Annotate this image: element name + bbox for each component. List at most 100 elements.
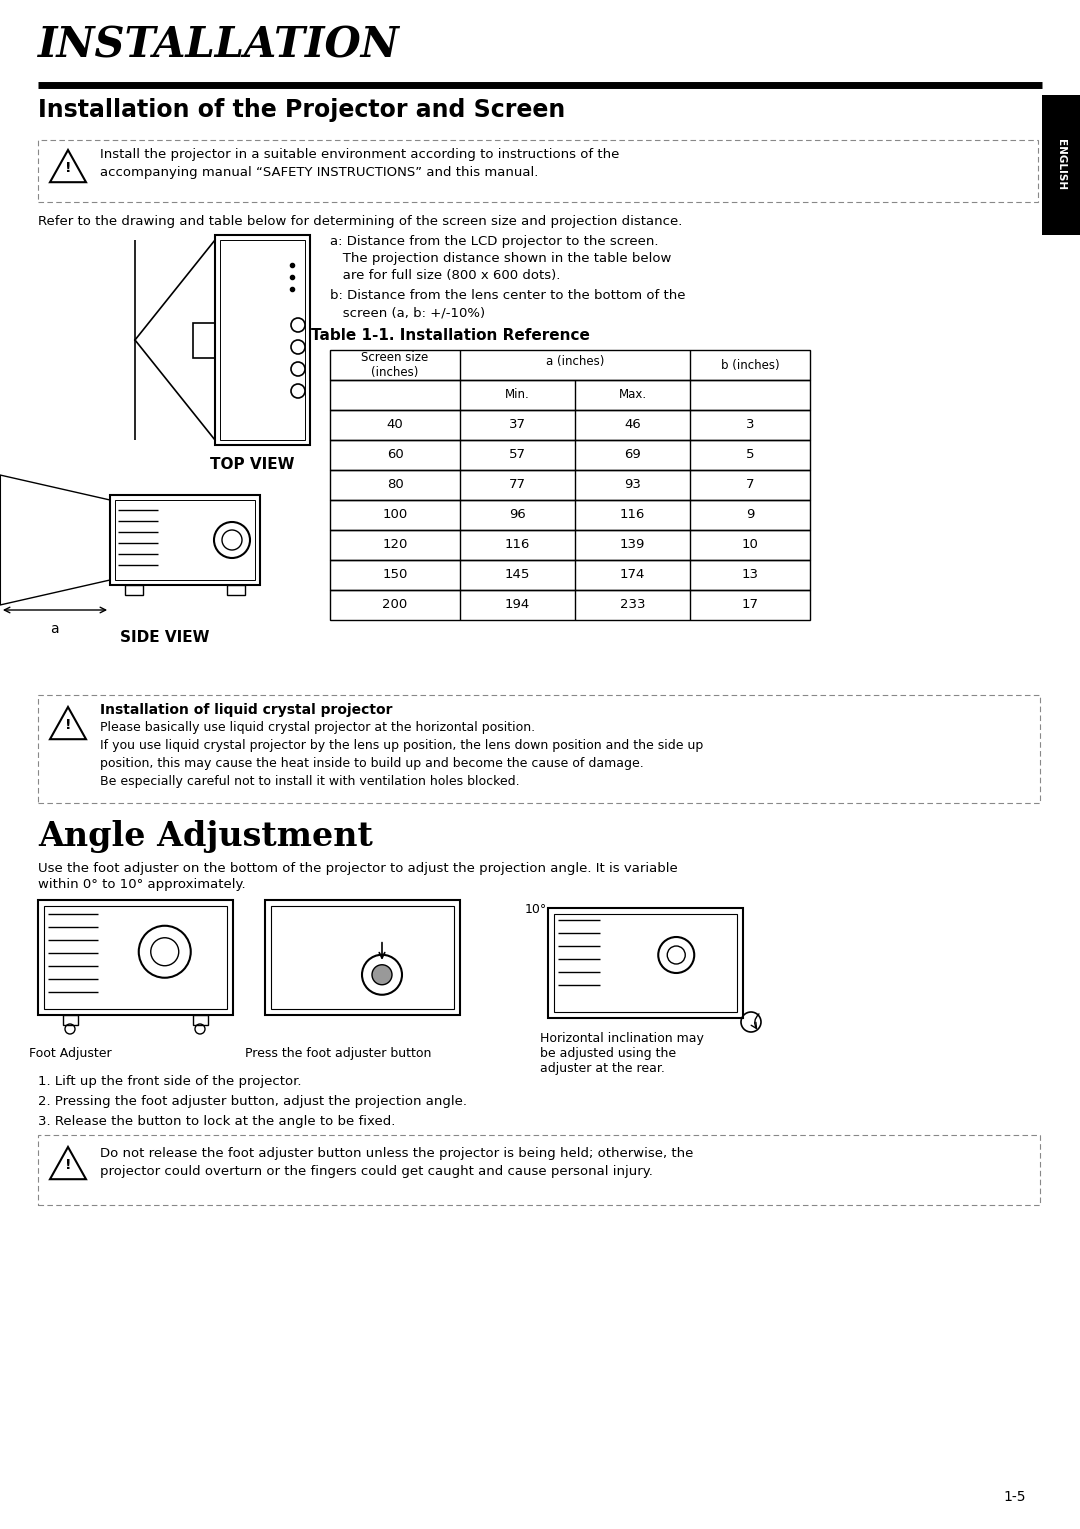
Bar <box>63 1015 78 1024</box>
Text: INSTALLATION: INSTALLATION <box>38 24 400 67</box>
Bar <box>330 560 810 590</box>
Text: adjuster at the rear.: adjuster at the rear. <box>540 1063 665 1075</box>
Text: !: ! <box>65 1157 71 1171</box>
Text: 116: 116 <box>620 509 645 521</box>
Text: 100: 100 <box>382 509 407 521</box>
Text: 60: 60 <box>387 448 403 462</box>
Text: 96: 96 <box>509 509 526 521</box>
Text: a: a <box>50 622 58 636</box>
Text: 233: 233 <box>620 598 645 612</box>
Text: within 0° to 10° approximately.: within 0° to 10° approximately. <box>38 878 245 891</box>
Text: a (inches): a (inches) <box>545 356 604 368</box>
Text: Installation of liquid crystal projector: Installation of liquid crystal projector <box>100 703 392 717</box>
Text: 93: 93 <box>624 479 640 491</box>
Text: Installation of the Projector and Screen: Installation of the Projector and Screen <box>38 98 565 122</box>
Text: SIDE VIEW: SIDE VIEW <box>120 630 210 645</box>
Bar <box>193 323 215 358</box>
Text: 145: 145 <box>504 569 530 581</box>
Bar <box>330 500 810 531</box>
Text: Horizontal inclination may: Horizontal inclination may <box>540 1032 704 1044</box>
Bar <box>1042 95 1080 235</box>
Text: Press the foot adjuster button: Press the foot adjuster button <box>245 1047 431 1060</box>
Bar <box>330 410 810 440</box>
Text: 10°: 10° <box>525 904 548 916</box>
Bar <box>330 381 810 410</box>
Text: screen (a, b: +/-10%): screen (a, b: +/-10%) <box>330 306 485 320</box>
Bar <box>227 586 245 595</box>
Text: 3: 3 <box>746 419 754 431</box>
Text: 7: 7 <box>746 479 754 491</box>
Text: Do not release the foot adjuster button unless the projector is being held; othe: Do not release the foot adjuster button … <box>100 1147 693 1161</box>
Text: Min.: Min. <box>505 388 530 402</box>
Text: 46: 46 <box>624 419 640 431</box>
Text: 174: 174 <box>620 569 645 581</box>
Text: If you use liquid crystal projector by the lens up position, the lens down posit: If you use liquid crystal projector by t… <box>100 739 703 752</box>
Bar <box>38 696 1040 803</box>
Text: b: Distance from the lens center to the bottom of the: b: Distance from the lens center to the … <box>330 289 686 303</box>
Text: ENGLISH: ENGLISH <box>1056 139 1066 191</box>
Text: 2. Pressing the foot adjuster button, adjust the projection angle.: 2. Pressing the foot adjuster button, ad… <box>38 1095 467 1109</box>
Text: are for full size (800 x 600 dots).: are for full size (800 x 600 dots). <box>330 269 561 281</box>
Bar <box>330 440 810 469</box>
Bar <box>114 500 255 579</box>
Text: 40: 40 <box>387 419 403 431</box>
Text: 77: 77 <box>509 479 526 491</box>
Text: 116: 116 <box>504 538 530 552</box>
Text: a: Distance from the LCD projector to the screen.: a: Distance from the LCD projector to th… <box>330 235 659 248</box>
Text: 194: 194 <box>504 598 530 612</box>
Text: 37: 37 <box>509 419 526 431</box>
Text: 150: 150 <box>382 569 407 581</box>
Text: 10: 10 <box>742 538 758 552</box>
Text: Please basically use liquid crystal projector at the horizontal position.: Please basically use liquid crystal proj… <box>100 722 535 734</box>
Text: 13: 13 <box>742 569 758 581</box>
Bar <box>38 901 233 1015</box>
Bar <box>265 901 460 1015</box>
Text: accompanying manual “SAFETY INSTRUCTIONS” and this manual.: accompanying manual “SAFETY INSTRUCTIONS… <box>100 167 538 179</box>
Text: 57: 57 <box>509 448 526 462</box>
Text: projector could overturn or the fingers could get caught and cause personal inju: projector could overturn or the fingers … <box>100 1165 653 1177</box>
Text: Install the projector in a suitable environment according to instructions of the: Install the projector in a suitable envi… <box>100 148 619 161</box>
Text: 120: 120 <box>382 538 407 552</box>
Bar <box>554 914 737 1012</box>
Bar <box>220 240 305 440</box>
Bar <box>330 469 810 500</box>
Bar <box>38 141 1038 202</box>
Bar <box>548 908 743 1018</box>
Text: 1-5: 1-5 <box>1003 1489 1026 1505</box>
Text: TOP VIEW: TOP VIEW <box>210 457 294 472</box>
Bar <box>193 1015 208 1024</box>
Text: 139: 139 <box>620 538 645 552</box>
Text: !: ! <box>65 717 71 732</box>
Circle shape <box>372 965 392 985</box>
Text: Max.: Max. <box>619 388 647 402</box>
Bar <box>110 495 260 586</box>
Text: !: ! <box>65 161 71 174</box>
Bar <box>125 586 143 595</box>
Text: 80: 80 <box>387 479 403 491</box>
Text: 17: 17 <box>742 598 758 612</box>
Bar <box>330 531 810 560</box>
Bar <box>271 907 454 1009</box>
Text: The projection distance shown in the table below: The projection distance shown in the tab… <box>330 252 672 265</box>
Bar <box>215 235 310 445</box>
Text: Angle Adjustment: Angle Adjustment <box>38 820 373 853</box>
Text: 5: 5 <box>746 448 754 462</box>
Text: 3. Release the button to lock at the angle to be fixed.: 3. Release the button to lock at the ang… <box>38 1115 395 1128</box>
Text: 9: 9 <box>746 509 754 521</box>
Bar <box>38 1135 1040 1205</box>
Text: Foot Adjuster: Foot Adjuster <box>29 1047 111 1060</box>
Bar <box>44 907 227 1009</box>
Bar <box>330 350 810 381</box>
Text: b (inches): b (inches) <box>720 358 780 372</box>
Text: be adjusted using the: be adjusted using the <box>540 1047 676 1060</box>
Text: 69: 69 <box>624 448 640 462</box>
Text: Refer to the drawing and table below for determining of the screen size and proj: Refer to the drawing and table below for… <box>38 216 683 228</box>
Text: position, this may cause the heat inside to build up and become the cause of dam: position, this may cause the heat inside… <box>100 757 644 771</box>
Text: Use the foot adjuster on the bottom of the projector to adjust the projection an: Use the foot adjuster on the bottom of t… <box>38 862 678 875</box>
Text: 200: 200 <box>382 598 407 612</box>
Text: 1. Lift up the front side of the projector.: 1. Lift up the front side of the project… <box>38 1075 301 1089</box>
Text: Screen size
(inches): Screen size (inches) <box>362 352 429 379</box>
Bar <box>330 590 810 619</box>
Text: Be especially careful not to install it with ventilation holes blocked.: Be especially careful not to install it … <box>100 775 519 787</box>
Text: Table 1-1. Installation Reference: Table 1-1. Installation Reference <box>311 329 590 342</box>
